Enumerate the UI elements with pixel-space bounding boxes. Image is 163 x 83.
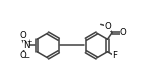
Text: O: O — [120, 28, 126, 37]
Text: O: O — [19, 31, 26, 40]
Text: +: + — [26, 39, 32, 45]
Text: F: F — [112, 51, 117, 60]
Text: −: − — [23, 55, 29, 61]
Text: N: N — [23, 41, 29, 50]
Text: O: O — [104, 22, 111, 31]
Text: O: O — [19, 51, 26, 60]
